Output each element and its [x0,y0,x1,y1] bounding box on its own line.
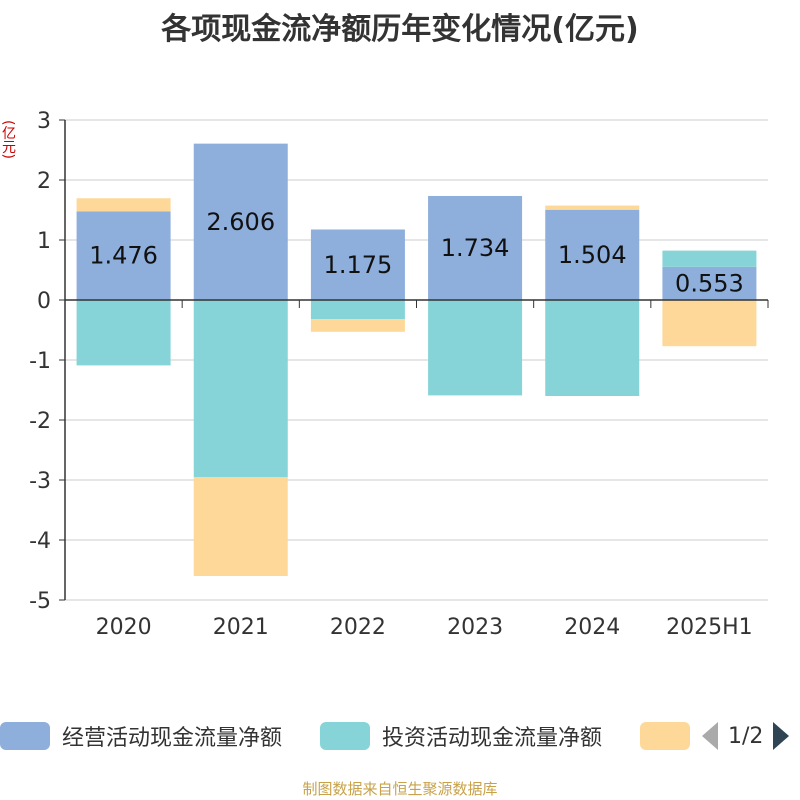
data-label: 2.606 [206,208,275,236]
legend-swatch-financing [640,722,690,750]
legend-item-financing[interactable] [640,716,690,756]
y-tick-label: -1 [29,349,51,374]
legend-swatch-operating [0,722,50,750]
bar-series-1-2022 [310,300,405,320]
legend-next-page-icon[interactable] [773,722,790,750]
y-tick-label: 3 [37,109,51,134]
y-tick-label: -4 [29,529,51,554]
bar-series-0-2021 [193,143,288,300]
data-label: 1.504 [558,241,627,269]
data-label: 1.734 [441,234,510,262]
x-tick-label: 2025H1 [666,615,753,640]
y-tick-label: -5 [29,589,51,614]
bar-series-2-2022 [310,319,405,332]
legend-item-investing[interactable]: 投资活动现金流量净额 [320,716,602,756]
data-label: 1.476 [89,242,158,270]
bar-series-0-2023 [428,195,523,300]
x-tick-label: 2022 [330,615,386,640]
bar-series-1-2021 [193,300,288,477]
x-tick-label: 2023 [447,615,503,640]
bar-series-1-2020 [76,300,171,366]
bar-series-0-2020 [76,211,171,300]
bar-series-1-2024 [545,300,640,396]
y-tick-label: -2 [29,409,51,434]
legend: 经营活动现金流量净额 投资活动现金流量净额 1/2 [0,716,800,756]
bar-series-1-2025H1 [662,250,757,267]
data-label: 1.175 [324,251,393,279]
data-source-footer: 制图数据来自恒生聚源数据库 [302,780,498,798]
x-tick-label: 2024 [564,615,620,640]
bar-series-2-2025H1 [662,300,757,347]
legend-label-operating: 经营活动现金流量净额 [62,726,283,751]
y-axis-unit-label: (亿元) [0,120,16,159]
y-tick-label: 0 [37,289,51,314]
x-tick-label: 2021 [213,615,269,640]
y-tick-label: 1 [37,229,51,254]
y-tick-label: 2 [37,169,51,194]
bar-series-2-2020 [76,198,171,212]
y-tick-label: -3 [29,469,51,494]
legend-swatch-investing [320,722,370,750]
bar-series-0-2022 [310,229,405,300]
legend-pager: 1/2 [702,716,790,756]
legend-label-investing: 投资活动现金流量净额 [382,726,603,751]
bar-series-0-2025H1 [662,266,757,300]
bar-series-2-2024 [545,205,640,210]
legend-page-indicator: 1/2 [728,723,764,749]
legend-item-operating[interactable]: 经营活动现金流量净额 [0,716,282,756]
data-label: 0.553 [675,269,744,297]
bar-series-1-2023 [428,300,523,396]
bar-series-2-2021 [193,477,288,576]
x-tick-label: 2020 [96,615,152,640]
bar-series-0-2024 [545,209,640,300]
chart-canvas: 3 2 1 0 -1 -2 -3 -4 -5 1.476 2.606 1.175 1.734 1.504 0… [29,109,769,640]
chart-title: 各项现金流净额历年变化情况(亿元) [161,12,639,47]
legend-prev-page-icon[interactable] [702,722,718,750]
